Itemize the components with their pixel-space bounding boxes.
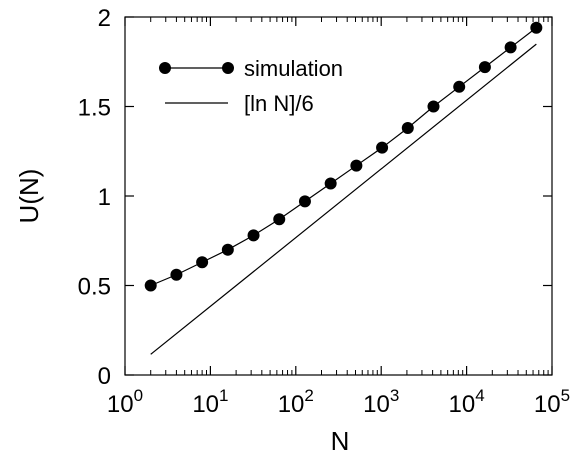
series-0-point-9 xyxy=(376,141,389,154)
x-tick-label-4: 104 xyxy=(449,386,485,418)
series-0-point-13 xyxy=(478,61,491,74)
legend-simulation-label: simulation xyxy=(244,56,343,81)
series-0-point-5 xyxy=(273,213,286,226)
x-tick-exponent-5: 5 xyxy=(561,386,570,405)
series-0-point-3 xyxy=(221,243,234,256)
series-0-point-2 xyxy=(196,256,209,269)
x-tick-exponent-3: 3 xyxy=(390,386,399,405)
series-line-0 xyxy=(150,27,537,287)
legend-lnN-label: [ln N]/6 xyxy=(244,91,314,116)
x-tick-label-2: 102 xyxy=(278,386,314,418)
series-0-point-14 xyxy=(504,41,517,54)
x-tick-exponent-1: 1 xyxy=(219,386,228,405)
series-0-point-10 xyxy=(401,121,414,134)
series-0-point-11 xyxy=(427,100,440,113)
x-tick-exponent-0: 0 xyxy=(134,386,143,405)
series-line-1 xyxy=(150,43,537,355)
x-axis-label: N xyxy=(331,426,350,456)
legend-simulation-marker-left xyxy=(159,62,171,74)
legend-simulation-marker-right xyxy=(222,62,234,74)
y-axis-label: U(N) xyxy=(14,169,44,224)
y-tick-label-3: 1.5 xyxy=(78,95,111,122)
series-0-point-7 xyxy=(324,177,337,190)
x-tick-label-0: 100 xyxy=(107,386,143,418)
series-0-point-12 xyxy=(453,80,466,93)
series-0-point-6 xyxy=(298,195,311,208)
series-0-point-8 xyxy=(350,159,363,172)
y-tick-label-4: 2 xyxy=(98,5,111,32)
series-0-point-15 xyxy=(530,21,543,34)
y-tick-label-2: 1 xyxy=(98,184,111,211)
x-tick-exponent-4: 4 xyxy=(475,386,484,405)
series-0-point-4 xyxy=(247,229,260,242)
legend: simulation [ln N]/6 xyxy=(159,56,343,116)
x-tick-label-1: 101 xyxy=(192,386,228,418)
x-tick-exponent-2: 2 xyxy=(304,386,313,405)
series-0-point-0 xyxy=(144,279,157,292)
y-tick-label-0: 0 xyxy=(98,363,111,390)
x-tick-label-5: 105 xyxy=(534,386,570,418)
series-layer xyxy=(144,21,543,355)
y-tick-label-1: 0.5 xyxy=(78,274,111,301)
x-tick-label-3: 103 xyxy=(363,386,399,418)
series-0-point-1 xyxy=(170,268,183,281)
